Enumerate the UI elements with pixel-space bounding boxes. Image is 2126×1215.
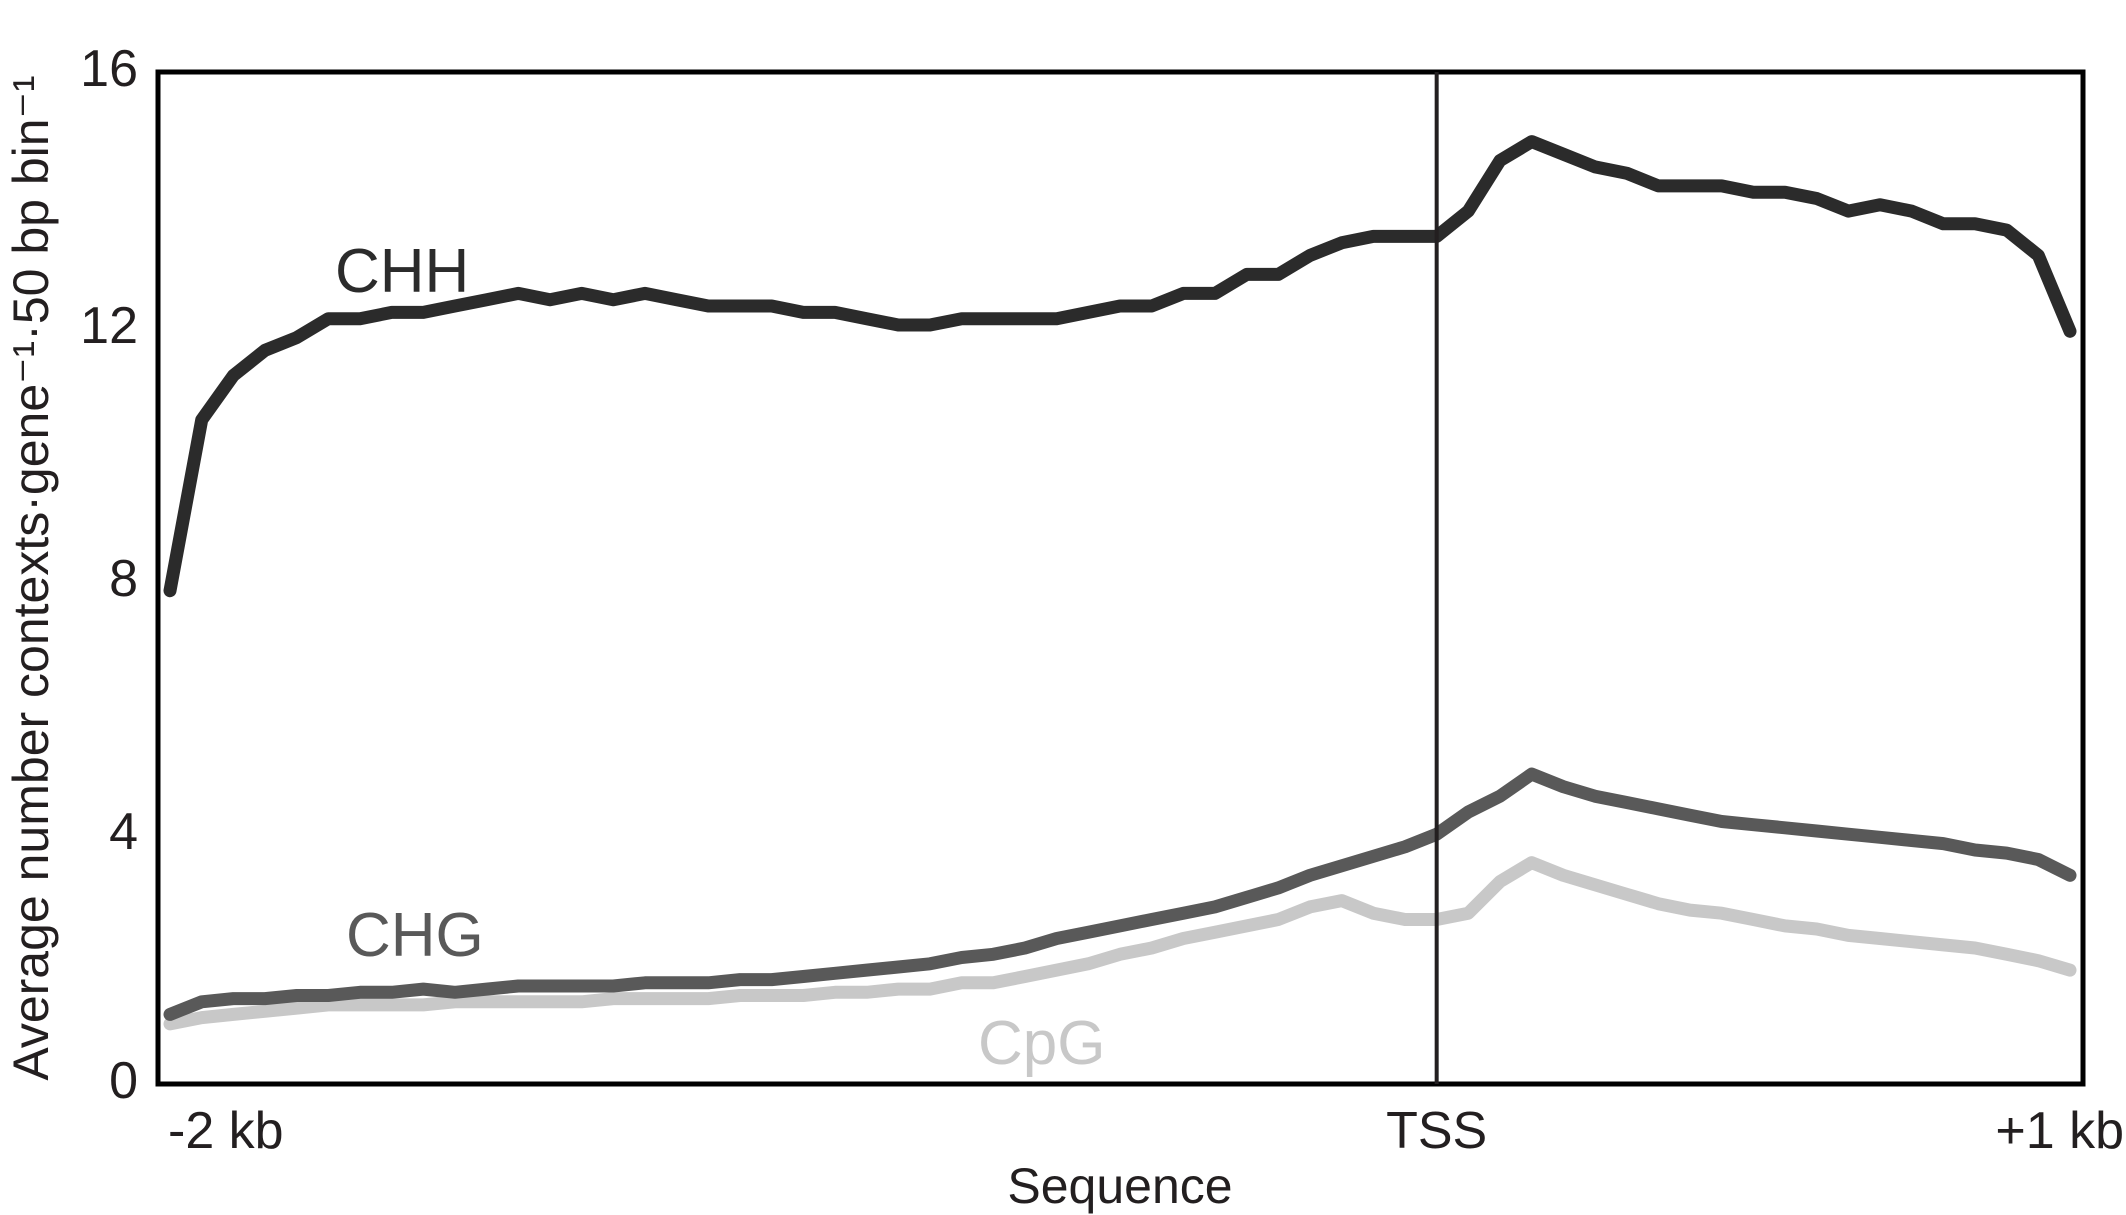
plot-frame xyxy=(155,69,2086,1087)
series-label-cpg: CpG xyxy=(978,1009,1105,1078)
x-tick-labels: -2 kb TSS +1 kb xyxy=(168,1102,2124,1160)
y-tick-label: 0 xyxy=(109,1052,138,1110)
series-label-chh: CHH xyxy=(335,237,469,306)
x-tick-label: TSS xyxy=(1386,1102,1487,1160)
y-tick-label: 8 xyxy=(109,550,138,608)
series-line-chg xyxy=(163,767,2077,1021)
x-tick-label: +1 kb xyxy=(1995,1102,2124,1160)
x-tick-label: -2 kb xyxy=(168,1102,284,1160)
x-axis-title: Sequence xyxy=(1007,1158,1232,1214)
y-axis-title: Average number contexts·gene⁻¹·50 bp bin… xyxy=(3,75,59,1080)
y-tick-label: 16 xyxy=(80,40,138,98)
series-layer xyxy=(163,135,2077,1031)
y-tick-label: 4 xyxy=(109,803,138,861)
series-label-chg: CHG xyxy=(346,901,484,970)
y-tick-label: 12 xyxy=(80,297,138,355)
y-tick-labels: 0 4 8 12 16 xyxy=(80,40,138,1110)
series-labels: CHH CHG CpG xyxy=(335,237,1105,1078)
series-line-cpg xyxy=(163,856,2077,1031)
series-line-chh xyxy=(163,135,2077,598)
